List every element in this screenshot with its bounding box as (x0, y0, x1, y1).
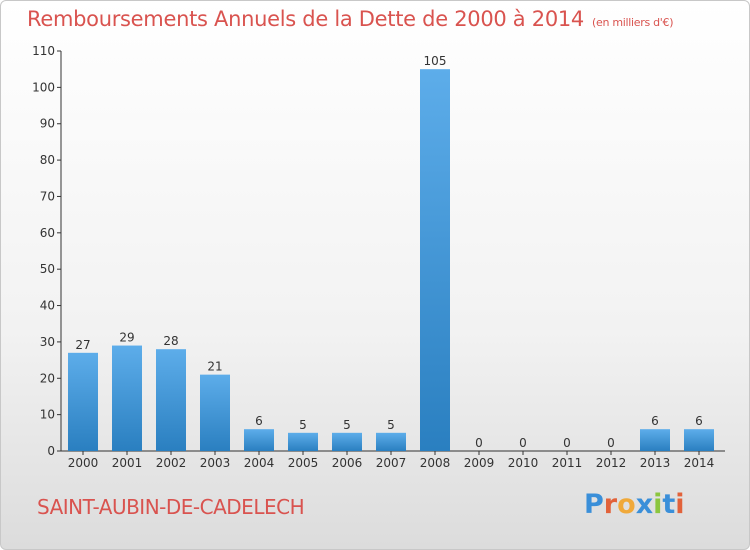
y-tick-label: 80 (40, 153, 55, 167)
bar (112, 345, 142, 451)
logo-letter: x (635, 489, 654, 520)
x-tick-label: 2011 (552, 456, 583, 470)
bar (244, 429, 274, 451)
bar-value-label: 6 (255, 414, 263, 428)
x-tick-label: 2006 (332, 456, 363, 470)
bar-value-label: 0 (519, 436, 527, 450)
y-tick-label: 20 (40, 371, 55, 385)
x-tick-label: 2005 (288, 456, 319, 470)
bar (332, 432, 362, 451)
bar (684, 429, 714, 451)
chart-subtitle: (en milliers d'€) (592, 16, 674, 29)
logo-letter: o (617, 489, 636, 520)
x-tick-label: 2013 (640, 456, 671, 470)
commune-name: SAINT-AUBIN-DE-CADELECH (37, 495, 305, 519)
x-tick-label: 2001 (112, 456, 143, 470)
logo-letter: P (584, 489, 604, 520)
y-tick-label: 60 (40, 226, 55, 240)
bar-value-label: 0 (475, 436, 483, 450)
bar-value-label: 5 (387, 418, 395, 432)
y-tick-label: 100 (32, 80, 55, 94)
logo-letter: t (662, 489, 676, 520)
x-tick-label: 2014 (684, 456, 715, 470)
bar-value-label: 0 (563, 436, 571, 450)
logo-letter: i (675, 489, 685, 520)
x-tick-label: 2012 (596, 456, 627, 470)
bar-value-label: 0 (607, 436, 615, 450)
y-tick-label: 30 (40, 335, 55, 349)
bar (200, 374, 230, 451)
y-axis: 0 10 20 30 40 50 60 70 80 90 100 110 (32, 44, 62, 458)
bar (420, 69, 450, 451)
bar-value-label: 5 (299, 418, 307, 432)
bar-value-label: 6 (695, 414, 703, 428)
bar (288, 432, 318, 451)
y-tick-label: 0 (47, 444, 55, 458)
logo-letter: r (603, 489, 618, 520)
x-tick-label: 2009 (464, 456, 495, 470)
y-tick-label: 40 (40, 299, 55, 313)
x-tick-label: 2007 (376, 456, 407, 470)
bar (68, 352, 98, 451)
y-tick-label: 50 (40, 262, 55, 276)
bar-value-label: 28 (163, 334, 178, 348)
x-tick-label: 2002 (156, 456, 187, 470)
x-tick-label: 2000 (68, 456, 99, 470)
chart-title-text: Remboursements Annuels de la Dette de 20… (27, 7, 584, 31)
bar (640, 429, 670, 451)
y-tick-label: 10 (40, 408, 55, 422)
y-tick-label: 90 (40, 117, 55, 131)
x-tick-label: 2004 (244, 456, 275, 470)
bar-value-label: 105 (424, 54, 447, 68)
bar-value-label: 27 (75, 338, 90, 352)
chart-title: Remboursements Annuels de la Dette de 20… (27, 7, 673, 31)
proxiti-logo: Proxiti (584, 489, 685, 520)
bar-value-label: 5 (343, 418, 351, 432)
y-tick-label: 70 (40, 189, 55, 203)
x-tick-label: 2010 (508, 456, 539, 470)
x-tick-label: 2008 (420, 456, 451, 470)
bar-value-label: 21 (207, 360, 222, 374)
bar-value-label: 6 (651, 414, 659, 428)
logo-letter: i (653, 489, 663, 520)
x-axis: 2000 2001 2002 2003 2004 2005 2006 2007 2008 2009… (61, 450, 725, 470)
bar-value-label: 29 (119, 331, 134, 345)
bar (376, 432, 406, 451)
y-tick-label: 110 (32, 44, 55, 58)
bar (156, 349, 186, 451)
x-tick-label: 2003 (200, 456, 231, 470)
